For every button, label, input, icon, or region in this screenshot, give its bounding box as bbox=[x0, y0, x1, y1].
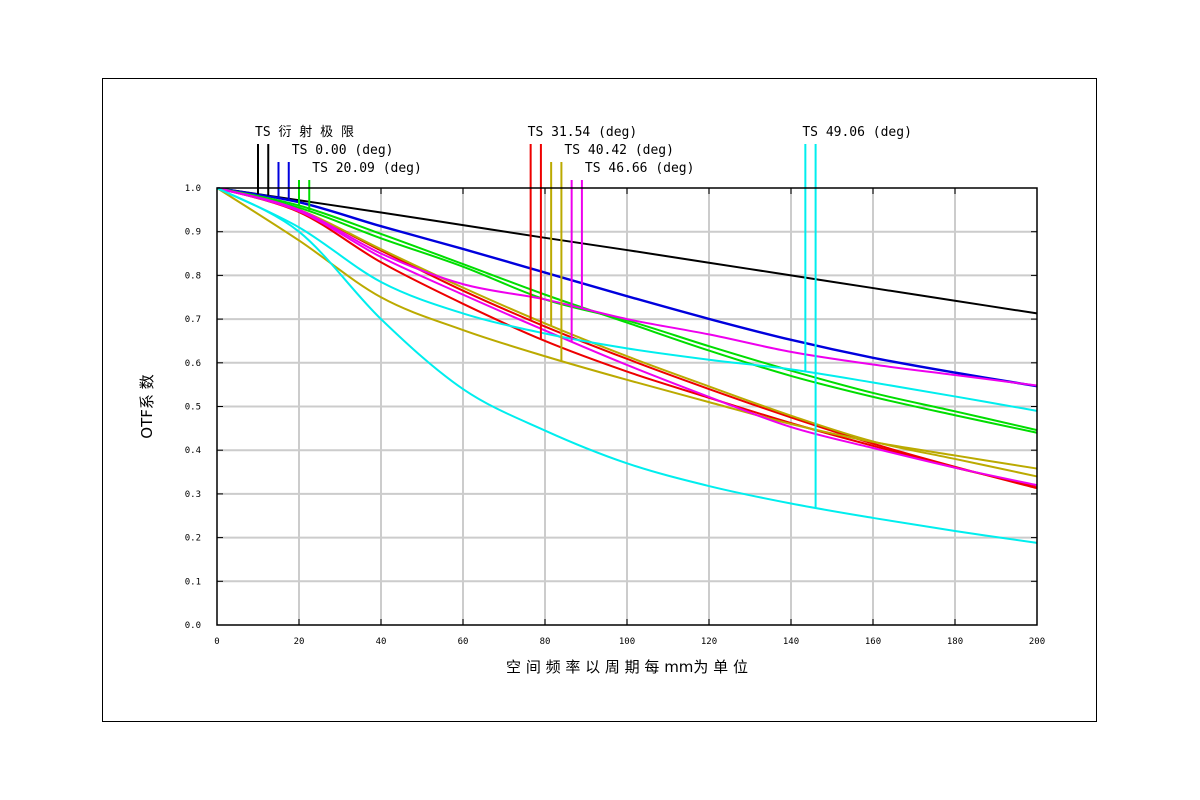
series-line-4 bbox=[216, 187, 1038, 432]
plot-area-border bbox=[216, 187, 1038, 626]
series-line-3 bbox=[216, 187, 1038, 434]
plot-frame bbox=[102, 78, 1097, 722]
axis-ticks: 0 20 40 60 80 100 120 140 160 180 200 0.0 0.1 0.2 0.3 0… bbox=[185, 184, 1045, 647]
x-tick-label: 160 bbox=[865, 637, 881, 647]
series-group bbox=[216, 187, 1038, 544]
x-tick-label: 0 bbox=[214, 637, 219, 647]
series-line-8 bbox=[216, 187, 1038, 470]
y-tick-label: 0.8 bbox=[185, 271, 201, 281]
y-tick-label: 1.0 bbox=[185, 184, 201, 194]
x-tick-label: 40 bbox=[376, 637, 387, 647]
y-tick-label: 0.5 bbox=[185, 403, 201, 413]
legend-label-5: TS 46.66 (deg) bbox=[585, 161, 695, 176]
x-tick-label: 140 bbox=[783, 637, 799, 647]
legend-label-3: TS 31.54 (deg) bbox=[528, 125, 638, 140]
x-tick-label: 200 bbox=[1029, 637, 1045, 647]
legend: TS 衍 射 极 限 TS 0.00 (deg) TS 20.09 (deg) TS … bbox=[255, 124, 912, 176]
legend-label-2: TS 20.09 (deg) bbox=[312, 161, 422, 176]
x-tick-label: 120 bbox=[701, 637, 717, 647]
series-line-2 bbox=[216, 187, 1038, 387]
y-tick-label: 0.1 bbox=[185, 577, 201, 587]
series-line-11 bbox=[216, 187, 1038, 412]
drop-lines bbox=[257, 144, 817, 508]
y-tick-label: 0.7 bbox=[185, 315, 201, 325]
x-tick-label: 100 bbox=[619, 637, 635, 647]
series-line-0 bbox=[216, 187, 1038, 315]
x-axis-label: 空 间 频 率 以 周 期 每 mm为 单 位 bbox=[506, 658, 748, 676]
y-tick-label: 0.4 bbox=[185, 446, 201, 456]
y-tick-label: 0.2 bbox=[185, 534, 201, 544]
y-tick-label: 0.0 bbox=[185, 621, 201, 631]
legend-label-6: TS 49.06 (deg) bbox=[802, 125, 912, 140]
series-line-12 bbox=[216, 187, 1038, 544]
x-tick-label: 80 bbox=[540, 637, 551, 647]
x-tick-label: 60 bbox=[458, 637, 469, 647]
y-tick-label: 0.3 bbox=[185, 490, 201, 500]
y-tick-label: 0.9 bbox=[185, 228, 201, 238]
x-tick-label: 20 bbox=[294, 637, 305, 647]
series-line-10 bbox=[216, 187, 1038, 387]
legend-label-4: TS 40.42 (deg) bbox=[564, 143, 674, 158]
y-tick-label: 0.6 bbox=[185, 359, 201, 369]
y-axis-label: OTF系 数 bbox=[138, 374, 156, 438]
legend-label-0: TS 衍 射 极 限 bbox=[255, 124, 354, 140]
series-line-9 bbox=[216, 187, 1038, 487]
series-line-6 bbox=[216, 187, 1038, 488]
grid-lines bbox=[217, 188, 1037, 625]
legend-label-1: TS 0.00 (deg) bbox=[292, 143, 394, 158]
x-tick-label: 180 bbox=[947, 637, 963, 647]
series-line-7 bbox=[216, 187, 1038, 478]
